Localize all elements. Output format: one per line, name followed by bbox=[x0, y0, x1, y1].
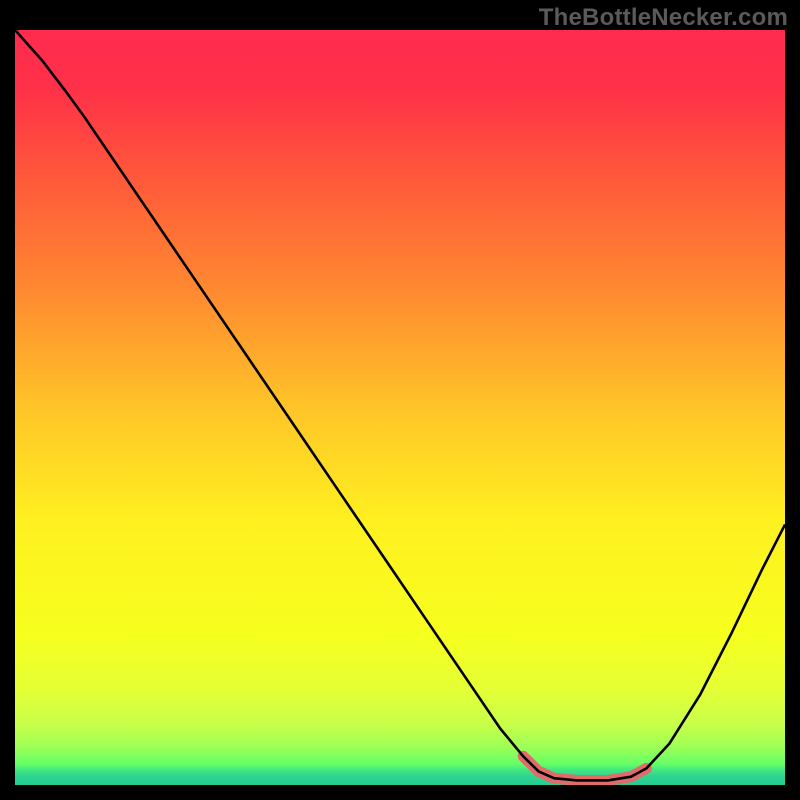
plot-background bbox=[15, 30, 785, 785]
bottleneck-curve-chart bbox=[0, 0, 800, 800]
chart-frame: TheBottleNecker.com bbox=[0, 0, 800, 800]
watermark-text: TheBottleNecker.com bbox=[539, 4, 788, 32]
